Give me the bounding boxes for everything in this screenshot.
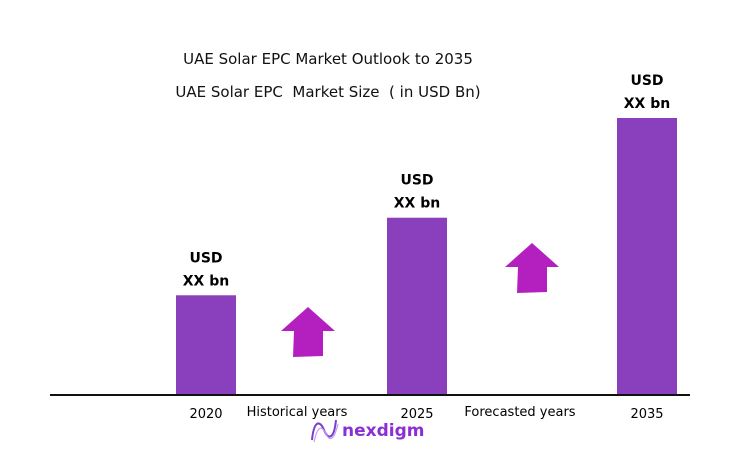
chart-title: UAE Solar EPC Market Outlook to 2035 — [183, 50, 473, 68]
up-arrow-icon — [281, 307, 335, 357]
data-label-line2: XX bn — [624, 96, 670, 112]
data-label-line2: XX bn — [394, 196, 440, 212]
logo-text: nexdigm — [342, 421, 424, 441]
x-tick-label: 2035 — [630, 407, 663, 422]
up-arrow-icon — [505, 243, 559, 293]
data-label-line1: USD — [400, 173, 433, 189]
chart-subtitle: UAE Solar EPC Market Size ( in USD Bn) — [175, 83, 481, 101]
period-label-forecasted: Forecasted years — [464, 405, 575, 420]
period-label-historical: Historical years — [247, 405, 348, 420]
bar-2035 — [617, 118, 677, 395]
x-tick-label: 2020 — [189, 407, 222, 422]
logo-wave-icon — [313, 423, 339, 443]
x-tick-label: 2025 — [400, 407, 433, 422]
data-label-line2: XX bn — [183, 273, 229, 289]
data-label-line1: USD — [630, 73, 663, 89]
bar-2025 — [387, 217, 447, 395]
bar-2020 — [176, 295, 236, 395]
data-label-line1: USD — [189, 250, 222, 266]
